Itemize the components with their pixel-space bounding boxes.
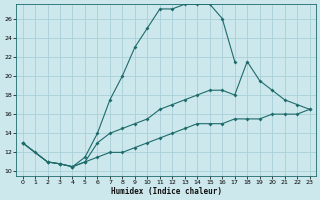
X-axis label: Humidex (Indice chaleur): Humidex (Indice chaleur) bbox=[111, 187, 221, 196]
